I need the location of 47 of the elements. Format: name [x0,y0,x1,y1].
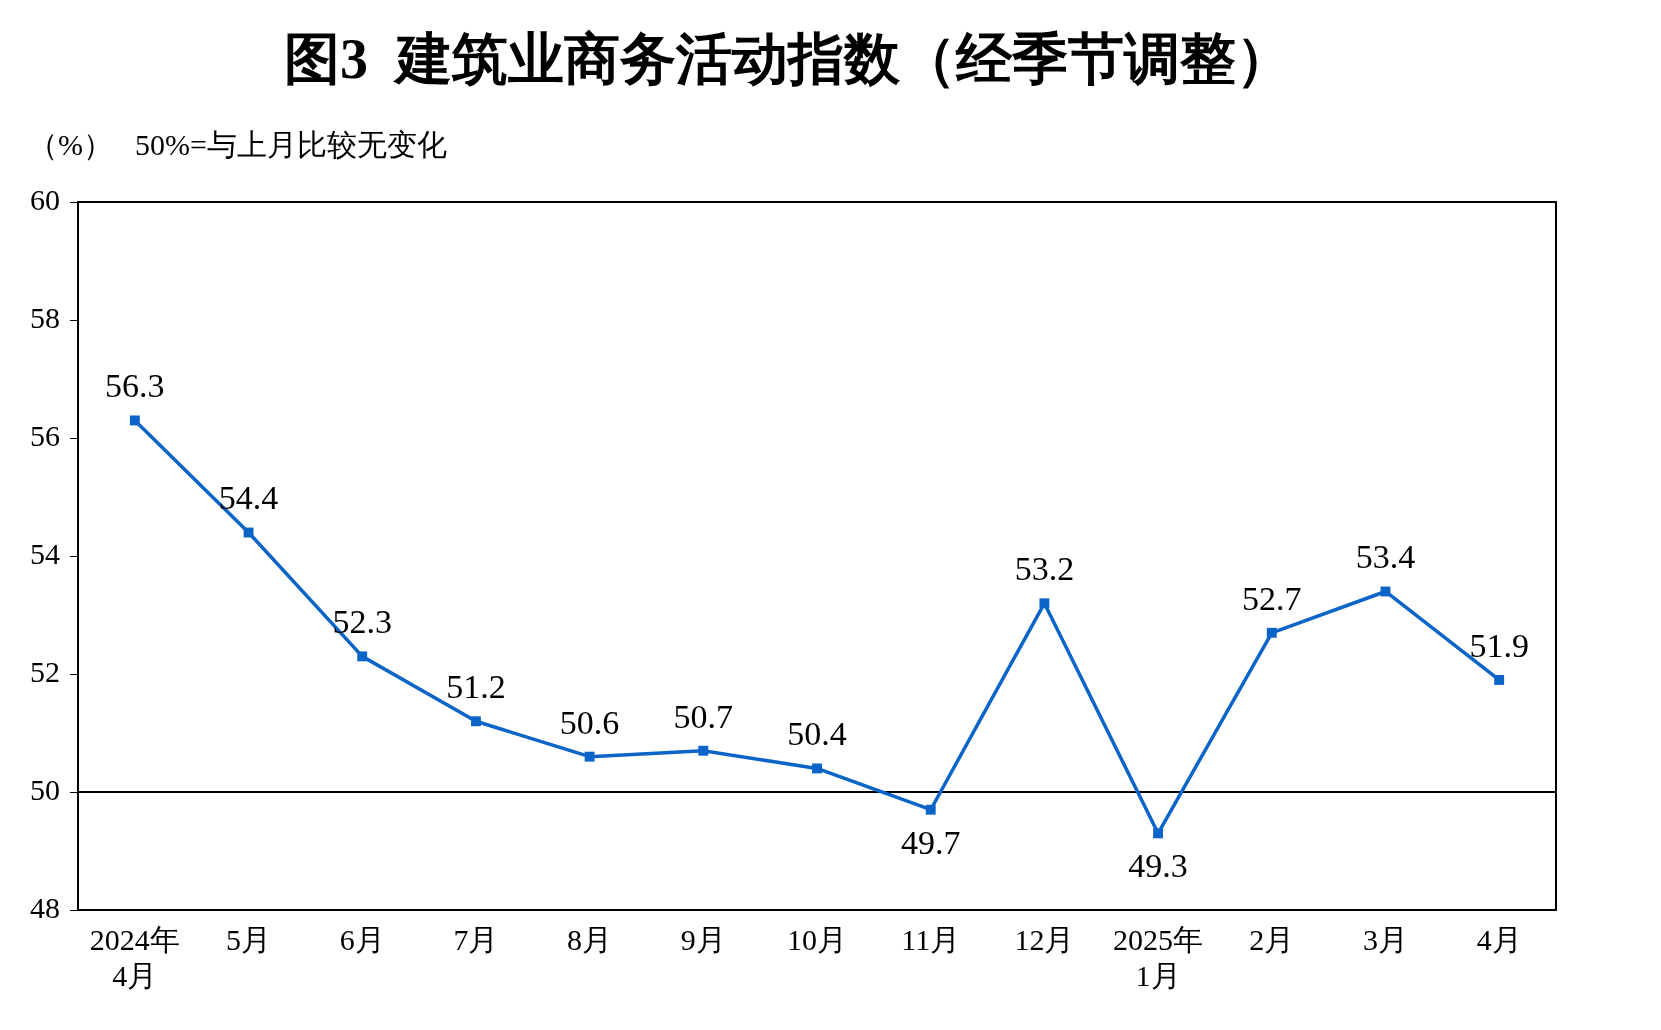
data-label: 50.7 [673,697,734,735]
data-label: 54.4 [218,479,279,517]
data-label: 51.2 [446,668,506,706]
x-tick-label: 9月 [680,922,726,956]
x-tick-label: 10月 [787,922,847,956]
y-axis-title: （%） [28,128,113,162]
point [698,745,709,756]
text: 50%=与上月比较无变化 [135,128,447,162]
y-tick-label: 50 [30,772,60,806]
point [357,651,368,662]
point [470,716,481,727]
x-tick-label: 5月 [226,922,272,956]
data-label: 49.3 [1128,847,1188,885]
point [925,804,936,815]
x-tick-label: 4月 [1476,922,1522,956]
data-label: 53.4 [1355,538,1416,576]
data-label: 50.4 [787,715,847,753]
x-tick-label: 2024年 4月 [89,922,180,992]
data-label: 52.3 [332,603,392,641]
y-tick-label: 60 [30,183,60,217]
x-tick-label: 7月 [453,922,499,956]
point [1266,627,1277,638]
point [812,763,822,774]
point [1494,675,1505,685]
x-tick-label: 2月 [1249,922,1295,956]
data-label: 52.7 [1242,579,1302,617]
chart-title: 图3 建筑业商务活动指数（经季节调整） [284,28,1292,91]
y-tick-label: 56 [30,419,60,453]
x-tick-label: 8月 [567,922,613,956]
data-label: 53.2 [1014,550,1075,588]
data-label: 56.3 [105,367,165,405]
x-tick-label: 3月 [1362,922,1408,956]
x-tick-label: 6月 [339,922,385,956]
y-tick-label: 48 [30,890,60,924]
data-label: 50.6 [559,703,620,741]
y-tick-label: 54 [30,536,60,570]
data-label: 49.7 [900,823,961,861]
x-tick-label: 12月 [1014,922,1075,956]
point [129,415,140,426]
y-tick-label: 58 [30,301,60,335]
point [1153,828,1164,839]
y-tick-label: 52 [30,654,60,688]
x-tick-label: 11月 [901,922,961,956]
point [584,751,595,762]
x-tick-label: 2025年 1月 [1113,922,1204,992]
data-label: 51.9 [1469,626,1529,664]
point [1039,598,1050,609]
